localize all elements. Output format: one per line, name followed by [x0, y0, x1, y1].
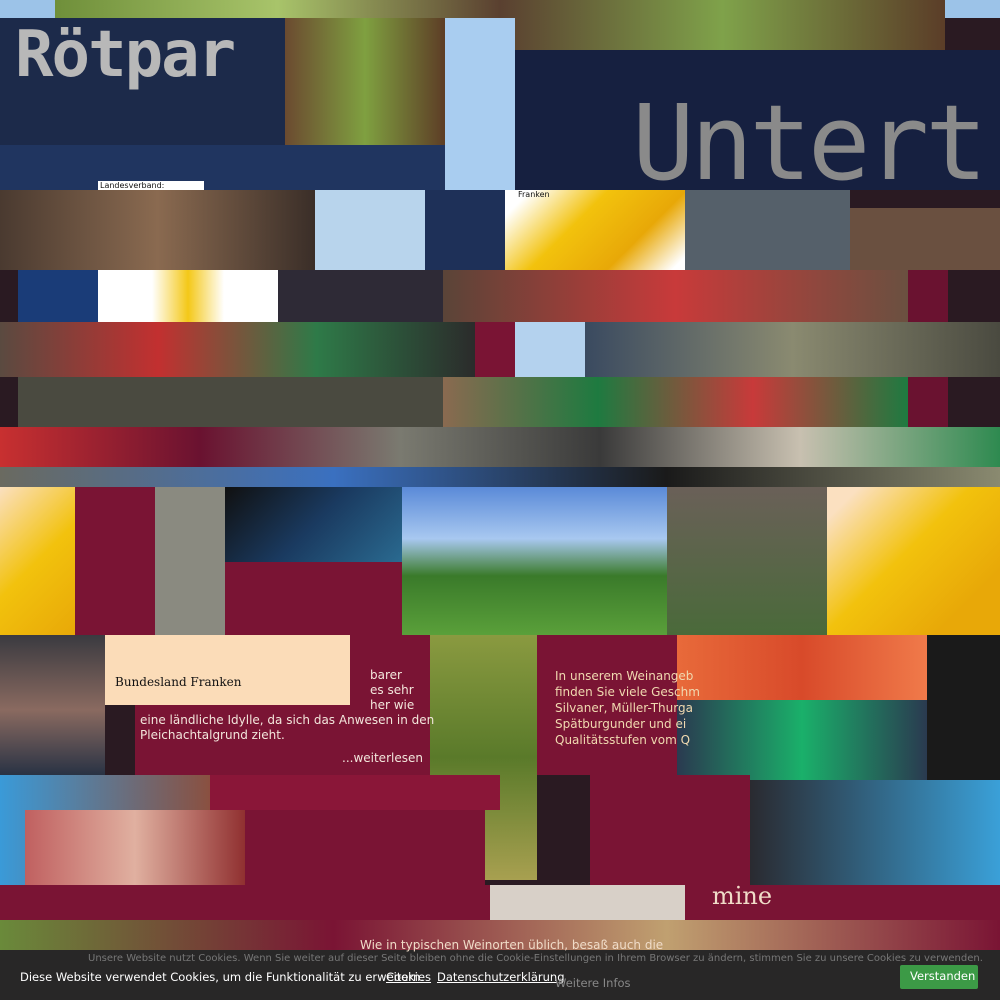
map-label: Bundesland Franken — [115, 675, 242, 689]
vineyard-photo — [402, 487, 667, 635]
privacy-link[interactable]: Datenschutzerklärung — [437, 970, 565, 984]
crowd-photo — [850, 208, 1000, 270]
dark-panel — [278, 270, 443, 322]
cookie-notice: Unsere Website nutzt Cookies. Wenn Sie w… — [88, 953, 983, 964]
text-line: eine ländliche Idylle, da sich das Anwes… — [140, 713, 435, 727]
text-line: barer — [370, 668, 402, 682]
cookie-button-label[interactable]: Verstanden — [910, 969, 976, 983]
text-line: her wie — [370, 698, 415, 712]
dark-photo — [225, 487, 402, 562]
text-line: es sehr — [370, 683, 414, 697]
text-line: Pleichachtalgrund zieht. — [140, 728, 285, 742]
handball-photo — [0, 427, 1000, 467]
info-box — [105, 635, 350, 705]
cookie-link[interactable]: Cookies — [386, 970, 432, 984]
map-photo — [505, 190, 685, 270]
map-photo — [0, 487, 75, 635]
maroon-panel — [225, 562, 402, 635]
text-line: Wie in typischen Weinorten üblich, besaß… — [360, 938, 664, 952]
section-heading: mine — [712, 882, 773, 910]
handball-photo — [0, 322, 475, 377]
team-photo — [677, 635, 927, 700]
cookie-bar — [0, 950, 1000, 1000]
maroon-panel — [590, 775, 750, 885]
map-photo — [98, 270, 278, 322]
read-more-link[interactable]: ...weiterlesen — [342, 751, 423, 765]
sky-strip — [945, 0, 1000, 18]
text-line: Qualitätsstufen vom Q — [555, 733, 691, 747]
asphalt-photo — [667, 487, 827, 635]
rail-photo — [18, 377, 443, 427]
handball-photo — [443, 377, 908, 427]
text-line: Spätburgunder und ei — [555, 717, 687, 731]
rail-photo — [585, 322, 1000, 377]
maroon-panel — [245, 810, 485, 885]
maroon-panel — [908, 270, 948, 322]
fireworks — [425, 190, 505, 270]
more-info-link[interactable]: Weitere Infos — [555, 976, 631, 990]
wood-panel — [285, 18, 445, 145]
meat-photo — [25, 810, 245, 885]
headline: Untert — [632, 82, 988, 204]
referee-photo — [750, 780, 1000, 885]
maroon-panel — [537, 635, 677, 775]
person-photo — [927, 635, 1000, 780]
tree-photo — [685, 190, 850, 270]
maroon-panel — [210, 775, 500, 810]
cookie-text: Diese Website verwendet Cookies, um die … — [20, 970, 424, 984]
town-photo — [155, 487, 225, 635]
sky-panel — [445, 18, 515, 190]
maroon-panel — [908, 377, 948, 427]
night-panel — [515, 50, 1000, 190]
map-label: Franken — [518, 190, 550, 199]
sky-strip — [0, 0, 55, 18]
site-title: Rötpar — [15, 18, 236, 92]
crowd-photo — [443, 270, 908, 322]
fireworks — [18, 270, 98, 322]
text-line: finden Sie viele Geschm — [555, 685, 700, 699]
map-photo — [827, 487, 1000, 635]
map-label: Landesverband: — [98, 181, 205, 190]
map-photo — [315, 190, 425, 270]
referee-photo — [677, 700, 927, 780]
night-panel — [0, 145, 445, 190]
crowd-photo — [0, 190, 315, 270]
meat-photo — [490, 885, 685, 920]
person-photo — [0, 635, 105, 785]
building-strip — [0, 467, 1000, 487]
sky-panel — [515, 322, 585, 377]
text-line: Silvaner, Müller-Thurga — [555, 701, 693, 715]
maroon-panel — [475, 322, 515, 377]
cookie-button[interactable] — [900, 965, 978, 989]
text-line: In unserem Weinangeb — [555, 669, 694, 683]
night-panel — [0, 18, 285, 145]
vine-strip — [0, 920, 1000, 950]
